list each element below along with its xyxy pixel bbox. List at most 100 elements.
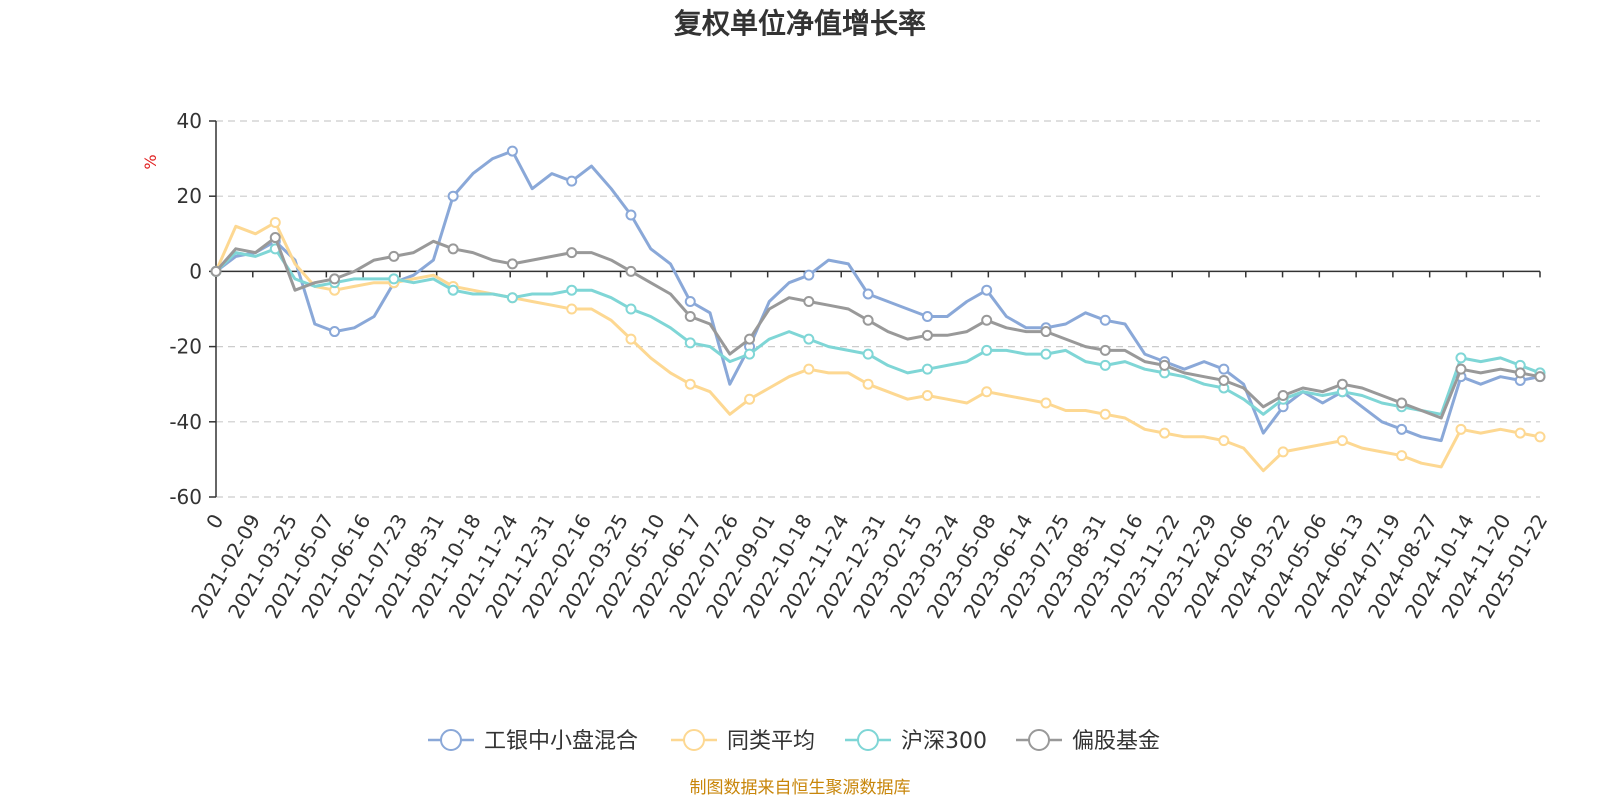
data-point [1455, 352, 1467, 364]
x-tick-labels: 02021-02-092021-03-252021-05-072021-06-1… [186, 510, 1552, 623]
data-point [981, 314, 993, 326]
data-point [1099, 344, 1111, 356]
legend-label: 偏股基金 [1072, 729, 1160, 754]
y-tick-label-3: -20 [169, 335, 202, 359]
y-axis-unit: % [141, 154, 160, 169]
data-point [684, 378, 696, 390]
data-point [1099, 359, 1111, 371]
legend-item-1[interactable]: 同类平均 [671, 729, 815, 754]
data-point [862, 348, 874, 360]
series-line-0 [214, 149, 1542, 443]
chart-title: 复权单位净值增长率 [674, 7, 926, 40]
data-point [625, 265, 637, 277]
data-point [1040, 348, 1052, 360]
data-point [329, 326, 341, 338]
data-point [1396, 397, 1408, 409]
data-point [1534, 431, 1546, 443]
data-point [388, 273, 400, 285]
data-point [1514, 367, 1526, 379]
legend-marker-icon [857, 729, 879, 751]
data-point [803, 269, 815, 281]
legend-label: 沪深300 [901, 729, 987, 754]
data-point [981, 284, 993, 296]
data-point [744, 333, 756, 345]
legend-label: 同类平均 [727, 729, 815, 754]
y-tick-labels: 40 20 0 -20 -40 -60 [169, 109, 202, 509]
y-tick-label-2: 0 [189, 259, 202, 283]
data-point [1336, 435, 1348, 447]
legend-marker-icon [683, 729, 705, 751]
data-point [862, 378, 874, 390]
data-point [1396, 450, 1408, 462]
series-line-2 [214, 247, 1542, 416]
data-point [269, 232, 281, 244]
y-tick-label-5: -60 [169, 485, 202, 509]
data-point [803, 363, 815, 375]
y-tick-label-1: 20 [177, 184, 202, 208]
data-point [803, 295, 815, 307]
y-tick-label-4: -40 [169, 410, 202, 434]
data-point [981, 386, 993, 398]
legend[interactable]: 工银中小盘混合 同类平均 沪深300 偏股基金 [428, 729, 1160, 754]
data-point [1218, 435, 1230, 447]
data-point [210, 265, 222, 277]
data-point [566, 175, 578, 187]
data-point [921, 389, 933, 401]
data-point [447, 284, 459, 296]
data-point [921, 329, 933, 341]
data-point [506, 292, 518, 304]
grid-lines [216, 120, 1540, 498]
data-point [329, 273, 341, 285]
data-point [566, 247, 578, 259]
data-point [744, 348, 756, 360]
series-1 [210, 217, 1546, 473]
data-point [1277, 446, 1289, 458]
series-line-1 [214, 221, 1542, 473]
data-point [447, 190, 459, 202]
series-lines [210, 145, 1546, 473]
data-point [1159, 427, 1171, 439]
data-point [566, 303, 578, 315]
data-point [684, 295, 696, 307]
data-point [981, 344, 993, 356]
data-point [506, 145, 518, 157]
data-point [744, 393, 756, 405]
data-point [684, 311, 696, 323]
legend-item-3[interactable]: 偏股基金 [1016, 729, 1160, 754]
data-point [803, 333, 815, 345]
data-point [862, 314, 874, 326]
data-point [1455, 363, 1467, 375]
series-3 [210, 232, 1546, 420]
source-note: 制图数据来自恒生聚源数据库 [690, 778, 911, 798]
data-point [566, 284, 578, 296]
data-point [1218, 363, 1230, 375]
data-point [921, 311, 933, 323]
data-point [625, 209, 637, 221]
data-point [625, 333, 637, 345]
data-point [447, 243, 459, 255]
data-point [269, 217, 281, 229]
data-point [1099, 314, 1111, 326]
data-point [684, 337, 696, 349]
legend-marker-icon [440, 729, 462, 751]
legend-marker-icon [1028, 729, 1050, 751]
y-tick-label-0: 40 [177, 109, 202, 133]
data-point [1514, 427, 1526, 439]
data-point [921, 363, 933, 375]
data-point [625, 303, 637, 315]
data-point [1396, 423, 1408, 435]
data-point [506, 258, 518, 270]
x-tick-label-0: 0 [201, 510, 228, 533]
data-point [1218, 374, 1230, 386]
data-point [862, 288, 874, 300]
data-point [1277, 389, 1289, 401]
data-point [1040, 326, 1052, 338]
data-point [1455, 423, 1467, 435]
data-point [1040, 397, 1052, 409]
data-point [388, 250, 400, 262]
legend-item-2[interactable]: 沪深300 [845, 729, 987, 754]
legend-item-0[interactable]: 工银中小盘混合 [428, 729, 638, 754]
data-point [1159, 359, 1171, 371]
data-point [1099, 408, 1111, 420]
